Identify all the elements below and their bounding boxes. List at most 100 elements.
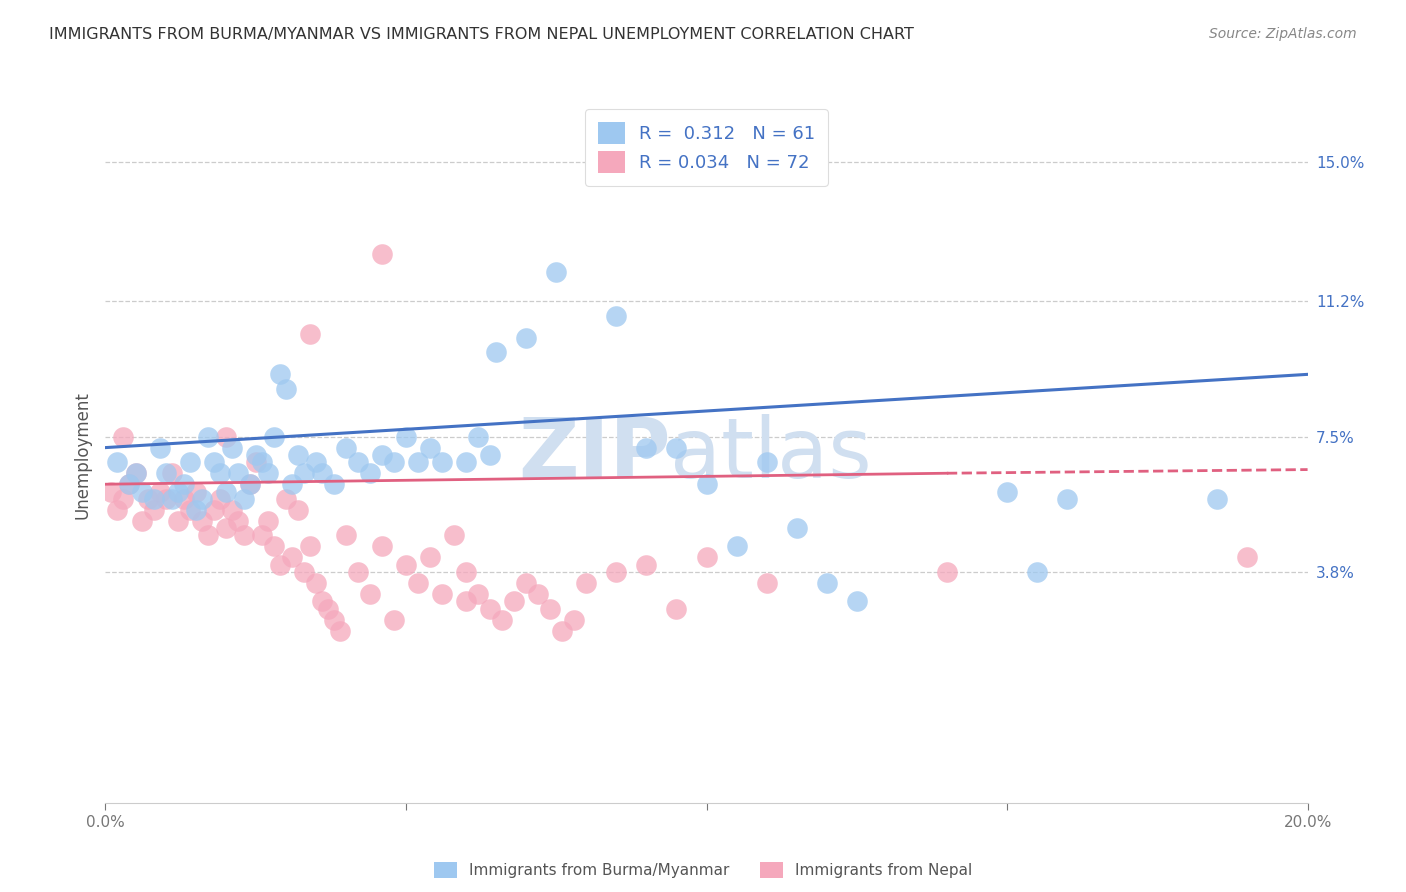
- Point: [443, 528, 465, 542]
- Point: [214, 429, 236, 443]
- Point: [155, 491, 177, 506]
- Point: [538, 601, 561, 615]
- Point: [124, 467, 146, 481]
- Point: [214, 484, 236, 499]
- Point: [184, 503, 207, 517]
- Point: [112, 491, 135, 506]
- Point: [173, 491, 195, 506]
- Point: [256, 514, 278, 528]
- Point: [419, 441, 441, 455]
- Point: [454, 455, 477, 469]
- Text: IMMIGRANTS FROM BURMA/MYANMAR VS IMMIGRANTS FROM NEPAL UNEMPLOYMENT CORRELATION : IMMIGRANTS FROM BURMA/MYANMAR VS IMMIGRA…: [49, 27, 914, 42]
- Point: [245, 455, 267, 469]
- Point: [250, 528, 273, 542]
- Point: [131, 484, 153, 499]
- Point: [166, 484, 188, 499]
- Point: [221, 441, 243, 455]
- Point: [491, 613, 513, 627]
- Point: [287, 503, 309, 517]
- Point: [454, 594, 477, 608]
- Point: [190, 514, 212, 528]
- Point: [202, 503, 225, 517]
- Legend: Immigrants from Burma/Myanmar, Immigrants from Nepal: Immigrants from Burma/Myanmar, Immigrant…: [427, 856, 979, 884]
- Legend: R =  0.312   N = 61, R = 0.034   N = 72: R = 0.312 N = 61, R = 0.034 N = 72: [585, 109, 828, 186]
- Point: [515, 331, 537, 345]
- Text: ZIP: ZIP: [517, 415, 671, 495]
- Point: [142, 491, 165, 506]
- Point: [166, 514, 188, 528]
- Point: [430, 455, 453, 469]
- Point: [359, 587, 381, 601]
- Point: [148, 484, 170, 499]
- Point: [179, 455, 201, 469]
- Point: [485, 345, 508, 359]
- Point: [221, 503, 243, 517]
- Point: [107, 503, 129, 517]
- Point: [575, 576, 598, 591]
- Point: [274, 491, 297, 506]
- Point: [179, 503, 201, 517]
- Point: [239, 477, 262, 491]
- Point: [335, 441, 357, 455]
- Point: [311, 594, 333, 608]
- Point: [371, 540, 394, 554]
- Y-axis label: Unemployment: Unemployment: [73, 391, 91, 519]
- Point: [335, 528, 357, 542]
- Point: [515, 576, 537, 591]
- Point: [214, 521, 236, 535]
- Point: [112, 429, 135, 443]
- Point: [208, 467, 231, 481]
- Point: [562, 613, 585, 627]
- Point: [184, 484, 207, 499]
- Point: [479, 448, 502, 462]
- Point: [1056, 491, 1078, 506]
- Point: [1236, 550, 1258, 565]
- Point: [292, 565, 315, 579]
- Point: [454, 565, 477, 579]
- Point: [298, 540, 321, 554]
- Point: [371, 448, 394, 462]
- Point: [118, 477, 141, 491]
- Point: [503, 594, 526, 608]
- Point: [815, 576, 838, 591]
- Point: [636, 441, 658, 455]
- Point: [1026, 565, 1049, 579]
- Point: [371, 246, 394, 260]
- Point: [406, 455, 429, 469]
- Point: [551, 624, 574, 638]
- Point: [232, 528, 254, 542]
- Point: [160, 467, 183, 481]
- Point: [995, 484, 1018, 499]
- Point: [292, 467, 315, 481]
- Point: [430, 587, 453, 601]
- Point: [197, 528, 219, 542]
- Point: [347, 565, 370, 579]
- Point: [316, 601, 339, 615]
- Point: [382, 455, 405, 469]
- Point: [419, 550, 441, 565]
- Point: [281, 550, 304, 565]
- Point: [148, 441, 170, 455]
- Point: [232, 491, 254, 506]
- Point: [406, 576, 429, 591]
- Point: [311, 467, 333, 481]
- Point: [281, 477, 304, 491]
- Point: [287, 448, 309, 462]
- Point: [263, 540, 285, 554]
- Point: [395, 429, 418, 443]
- Point: [131, 514, 153, 528]
- Point: [755, 576, 778, 591]
- Point: [845, 594, 868, 608]
- Point: [245, 448, 267, 462]
- Point: [136, 491, 159, 506]
- Point: [208, 491, 231, 506]
- Point: [322, 477, 344, 491]
- Point: [202, 455, 225, 469]
- Point: [274, 382, 297, 396]
- Point: [305, 455, 328, 469]
- Text: Source: ZipAtlas.com: Source: ZipAtlas.com: [1209, 27, 1357, 41]
- Point: [605, 309, 627, 323]
- Point: [467, 429, 489, 443]
- Point: [263, 429, 285, 443]
- Point: [239, 477, 262, 491]
